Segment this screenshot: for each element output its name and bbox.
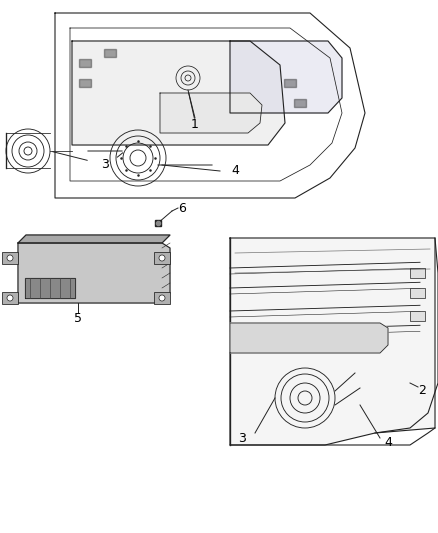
Polygon shape: [230, 238, 435, 445]
Bar: [294, 99, 306, 107]
Bar: [410, 288, 425, 298]
Bar: [154, 252, 170, 264]
Bar: [154, 292, 170, 304]
Circle shape: [7, 295, 13, 301]
Text: 6: 6: [178, 201, 186, 214]
Text: 3: 3: [238, 432, 246, 445]
Circle shape: [159, 255, 165, 261]
Circle shape: [7, 255, 13, 261]
Polygon shape: [18, 243, 170, 303]
Bar: [2, 252, 18, 264]
Polygon shape: [160, 93, 262, 133]
Circle shape: [159, 295, 165, 301]
Polygon shape: [72, 41, 285, 145]
Bar: [79, 59, 91, 67]
Bar: [410, 268, 425, 278]
Text: 3: 3: [101, 158, 109, 172]
Text: 4: 4: [231, 165, 239, 177]
Text: 2: 2: [418, 384, 426, 398]
Bar: [410, 311, 425, 321]
Text: 4: 4: [384, 437, 392, 449]
Polygon shape: [18, 235, 170, 243]
Bar: [79, 79, 91, 87]
Bar: [284, 79, 296, 87]
Bar: [104, 49, 116, 57]
Text: 5: 5: [74, 311, 82, 325]
Bar: [2, 292, 18, 304]
Text: 1: 1: [191, 118, 199, 132]
Polygon shape: [230, 323, 388, 353]
Polygon shape: [230, 41, 342, 113]
Polygon shape: [25, 278, 75, 298]
